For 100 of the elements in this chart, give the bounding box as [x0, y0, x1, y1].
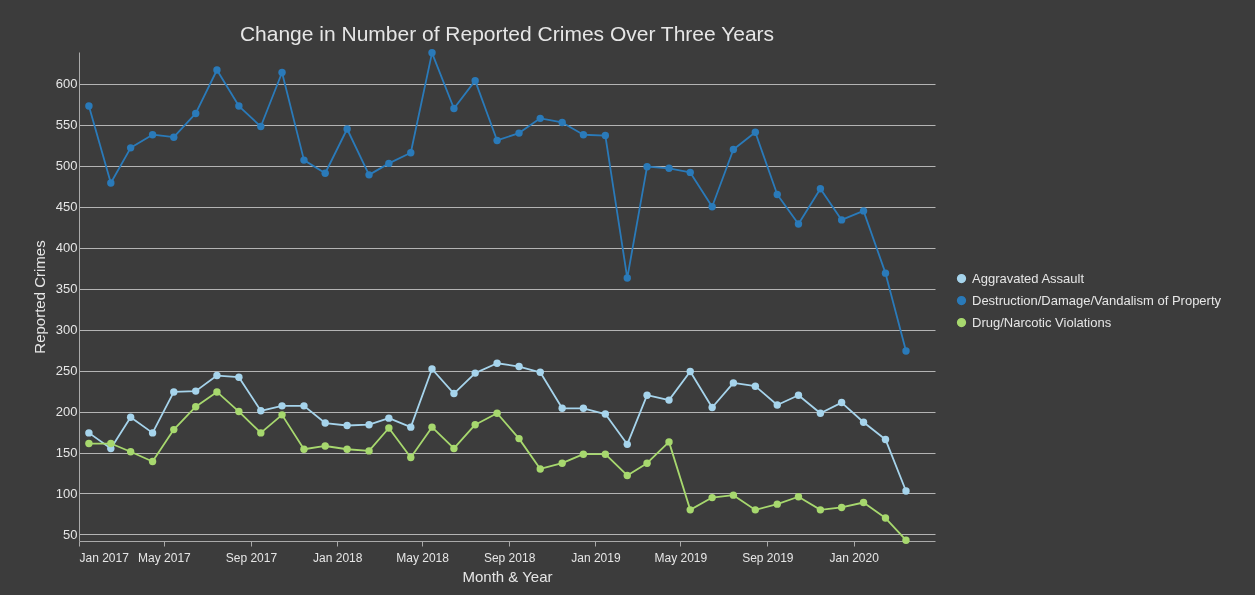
y-tick-label: 450	[55, 199, 78, 215]
point	[300, 402, 308, 410]
point	[816, 506, 825, 514]
point	[623, 274, 631, 282]
y-tick-label: 350	[55, 281, 78, 297]
point	[321, 169, 329, 177]
point	[837, 503, 846, 512]
point	[902, 536, 910, 544]
y-tick-label: 250	[55, 363, 78, 379]
point	[729, 145, 738, 154]
point	[773, 190, 781, 199]
legend-label: Aggravated Assault	[972, 270, 1085, 286]
point	[708, 403, 716, 412]
point	[881, 514, 890, 522]
point	[471, 76, 479, 85]
point	[126, 144, 135, 152]
point	[708, 493, 716, 502]
y-tick-label: 200	[55, 404, 78, 420]
point	[902, 347, 910, 355]
point	[170, 388, 178, 396]
point	[751, 382, 760, 390]
point	[257, 429, 265, 437]
point	[816, 185, 825, 193]
point	[859, 498, 868, 507]
point	[235, 373, 243, 381]
x-tick-label: Sep 2018	[483, 550, 536, 565]
point	[126, 448, 135, 456]
point	[665, 164, 673, 173]
point	[708, 203, 716, 211]
point	[321, 419, 329, 427]
point	[471, 420, 479, 429]
point	[601, 131, 610, 140]
point	[536, 368, 544, 376]
point	[579, 131, 588, 139]
point	[278, 68, 286, 77]
point	[643, 459, 651, 467]
x-tick-label: Jan 2018	[313, 550, 363, 565]
point	[278, 411, 286, 419]
chart-title: Change in Number of Reported Crimes Over Three Years	[239, 22, 775, 46]
point	[751, 506, 760, 514]
x-tick-label: Jan 2019	[571, 550, 621, 565]
point	[407, 149, 415, 157]
point	[471, 369, 479, 377]
point	[816, 409, 825, 417]
point	[601, 410, 610, 418]
point	[450, 444, 458, 453]
point	[148, 131, 157, 139]
point	[623, 471, 631, 480]
point	[686, 506, 694, 514]
x-axis-title: Month & Year	[462, 567, 553, 585]
x-tick-label: May 2018	[396, 550, 450, 565]
y-tick-label: 500	[55, 158, 78, 174]
y-tick-label: 550	[55, 117, 78, 133]
point	[192, 109, 200, 118]
point	[107, 179, 115, 187]
point	[407, 453, 415, 462]
point	[729, 379, 738, 387]
point	[235, 102, 243, 110]
point	[407, 423, 415, 431]
legend-label: Drug/Narcotic Violations	[972, 314, 1112, 330]
x-tick-label: May 2017	[138, 550, 192, 565]
y-axis-title: Reported Crimes	[30, 240, 48, 354]
point	[300, 445, 308, 453]
point	[665, 396, 673, 404]
point	[686, 168, 694, 177]
point	[515, 362, 523, 371]
point	[493, 136, 501, 145]
point	[493, 359, 501, 367]
point	[859, 207, 868, 215]
point	[365, 447, 373, 455]
point	[450, 104, 458, 113]
point	[428, 423, 436, 431]
point	[170, 133, 178, 141]
point	[343, 421, 351, 430]
point	[213, 66, 221, 74]
point	[643, 391, 651, 399]
point	[601, 450, 610, 458]
point	[794, 220, 803, 228]
point	[579, 450, 588, 458]
point	[773, 401, 781, 409]
legend-label: Destruction/Damage/Vandalism of Property	[972, 292, 1222, 308]
point	[385, 159, 393, 168]
point	[623, 440, 631, 449]
x-tick-label: May 2019	[654, 550, 708, 565]
point	[751, 128, 760, 136]
point	[343, 125, 351, 133]
point	[536, 465, 544, 473]
point	[536, 114, 544, 123]
point	[235, 407, 243, 416]
point	[643, 162, 651, 171]
point	[365, 171, 373, 179]
x-tick-label: Jan 2017	[79, 550, 130, 565]
point	[902, 487, 910, 495]
point	[85, 439, 93, 448]
y-tick-label: 600	[55, 76, 78, 92]
point	[148, 429, 157, 437]
point	[192, 387, 200, 395]
point	[85, 429, 93, 437]
point	[794, 493, 803, 501]
point	[126, 413, 135, 422]
